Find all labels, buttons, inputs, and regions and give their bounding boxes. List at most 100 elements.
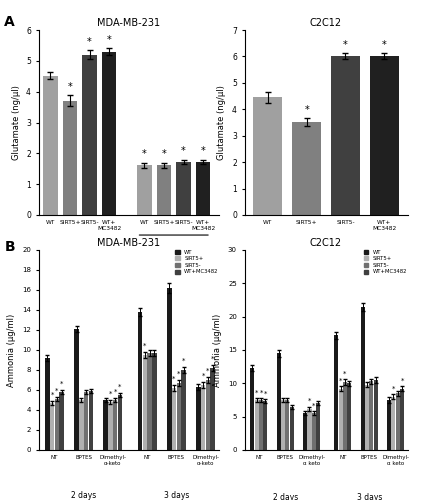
Text: *: * <box>304 106 309 116</box>
Bar <box>176 383 181 450</box>
Bar <box>308 408 311 450</box>
Text: *: * <box>114 389 117 395</box>
Text: *: * <box>55 388 59 394</box>
Bar <box>281 400 285 450</box>
Text: *: * <box>312 402 315 408</box>
Text: *: * <box>87 37 92 47</box>
Bar <box>63 101 77 215</box>
Text: *: * <box>308 398 311 404</box>
Text: *: * <box>107 35 112 45</box>
Text: *: * <box>201 146 205 156</box>
Bar <box>253 98 282 215</box>
Text: *: * <box>260 390 263 396</box>
Bar <box>50 403 54 450</box>
Bar <box>108 402 113 450</box>
Text: *: * <box>206 368 210 374</box>
Bar <box>138 312 142 450</box>
Text: +BPTES: +BPTES <box>160 252 187 258</box>
Text: *: * <box>343 370 347 376</box>
Bar <box>316 404 320 450</box>
Bar <box>88 391 93 450</box>
Text: *: * <box>60 381 63 387</box>
Text: *: * <box>182 358 185 364</box>
Bar <box>361 306 365 450</box>
Text: *: * <box>118 384 122 390</box>
Bar <box>59 392 64 450</box>
Bar <box>74 329 79 450</box>
Text: *: * <box>109 391 112 397</box>
Y-axis label: Glutamate (ng/μl): Glutamate (ng/μl) <box>218 85 227 160</box>
Text: *: * <box>68 82 73 92</box>
Bar <box>263 402 267 450</box>
Text: 2 days: 2 days <box>71 491 96 500</box>
Bar <box>303 414 307 450</box>
Bar <box>259 400 263 450</box>
Bar <box>45 358 50 450</box>
Bar <box>396 394 400 450</box>
Text: *: * <box>211 356 214 362</box>
Title: C2C12: C2C12 <box>310 18 342 28</box>
Bar <box>157 165 171 215</box>
Y-axis label: Ammonia (μg/ml): Ammonia (μg/ml) <box>7 314 16 386</box>
Text: *: * <box>172 376 176 382</box>
Text: 2 days: 2 days <box>273 493 298 500</box>
Text: *: * <box>51 392 54 398</box>
Title: MDA-MB-231: MDA-MB-231 <box>97 18 160 28</box>
Y-axis label: Ammonia (μg/ml): Ammonia (μg/ml) <box>213 314 222 386</box>
Text: *: * <box>181 146 186 156</box>
Bar <box>113 400 118 450</box>
Text: *: * <box>143 343 147 349</box>
Text: *: * <box>255 390 258 396</box>
Bar <box>365 384 369 450</box>
Legend: WT, SIRT5+, SIRT5-, WT+MC3482: WT, SIRT5+, SIRT5-, WT+MC3482 <box>174 248 220 276</box>
Text: B: B <box>4 240 15 254</box>
Text: A: A <box>4 15 15 29</box>
Bar <box>102 52 116 215</box>
Bar <box>205 380 210 450</box>
Bar <box>196 387 201 450</box>
Text: *: * <box>202 373 205 379</box>
Bar <box>79 400 84 450</box>
Bar <box>43 76 58 215</box>
Bar <box>181 370 186 450</box>
Text: *: * <box>339 378 342 384</box>
Text: *: * <box>400 378 404 384</box>
Bar <box>290 406 294 450</box>
Bar <box>211 368 215 450</box>
Bar <box>142 355 147 450</box>
Text: *: * <box>264 390 267 396</box>
Bar <box>118 395 122 450</box>
Text: 3 days: 3 days <box>164 491 189 500</box>
Bar <box>369 382 373 450</box>
Text: *: * <box>343 40 348 50</box>
Bar <box>285 400 290 450</box>
Bar <box>277 354 281 450</box>
Bar <box>176 162 191 215</box>
Text: 3 days: 3 days <box>356 493 382 500</box>
Bar <box>400 388 404 450</box>
Text: *: * <box>177 371 181 377</box>
Bar <box>292 122 321 215</box>
Bar <box>148 353 152 450</box>
Text: *: * <box>142 150 147 160</box>
Bar <box>374 380 378 450</box>
Bar <box>331 56 360 215</box>
Text: *: * <box>392 386 395 392</box>
Bar <box>251 368 254 450</box>
Legend: WT, SIRT5+, SIRT5-, WT+MC3482: WT, SIRT5+, SIRT5-, WT+MC3482 <box>363 248 408 276</box>
Bar <box>338 388 343 450</box>
Bar <box>167 288 172 450</box>
Bar <box>201 385 205 450</box>
Bar <box>312 414 316 450</box>
Bar <box>370 56 399 215</box>
Bar <box>103 400 108 450</box>
Title: C2C12: C2C12 <box>310 238 342 248</box>
Bar <box>172 388 176 450</box>
Y-axis label: Glutamate (ng/μl): Glutamate (ng/μl) <box>12 85 21 160</box>
Bar <box>334 336 338 450</box>
Bar <box>137 165 152 215</box>
Bar <box>343 382 347 450</box>
Bar <box>152 353 157 450</box>
Text: *: * <box>382 40 387 50</box>
Bar <box>84 392 88 450</box>
